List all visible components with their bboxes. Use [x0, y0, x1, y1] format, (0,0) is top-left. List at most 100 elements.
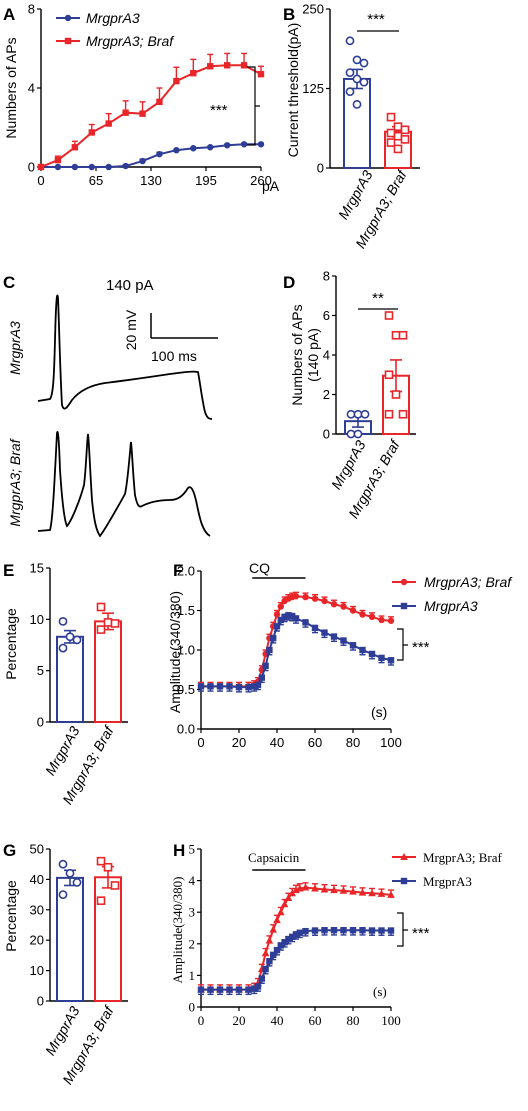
chart-f-legend-marker-2 — [400, 602, 408, 610]
chart-a-point — [71, 144, 79, 151]
chart-f-point — [254, 681, 262, 688]
chart-g-ytick-label: 10 — [30, 963, 44, 978]
chart-a-point — [105, 163, 112, 171]
chart-e-dot — [96, 602, 106, 612]
chart-f-point — [235, 683, 243, 691]
chart-g-dot — [58, 890, 68, 899]
chart-b-ytick-label: 125 — [302, 81, 324, 96]
chart-h-legend-1: MrgprA3; Braf — [423, 850, 503, 865]
chart-f-bracket — [397, 628, 408, 661]
chart-a-xtick-label: 65 — [89, 173, 103, 188]
chart-h-point — [273, 916, 281, 924]
chart-a-point — [257, 70, 265, 78]
trace-panel-c: 140 pA MrgprA3 MrgprA3; Braf 20 mV 100 m… — [7, 277, 218, 538]
chart-h-point — [273, 946, 281, 954]
chart-g-ytick-label: 20 — [30, 933, 44, 948]
chart-d-dot — [398, 409, 408, 419]
chart-f-point — [302, 593, 309, 601]
chart-f-point — [359, 646, 366, 654]
chart-f-point — [359, 611, 366, 618]
chart-b-ytick-label: 0 — [317, 161, 324, 176]
chart-h-point — [266, 957, 273, 965]
chart-a-legend-marker-1 — [64, 14, 72, 22]
chart-b-dot — [393, 144, 403, 154]
panel-label-h: H — [173, 841, 185, 860]
chart-h-point — [320, 885, 329, 893]
chart-a-point — [240, 141, 248, 148]
chart-a-point — [223, 142, 231, 149]
chart-a-xtick-label: 0 — [37, 173, 44, 188]
chart-f-point — [330, 600, 338, 608]
chart-h-point — [296, 884, 304, 892]
chart-b-dot — [400, 135, 410, 144]
chart-a-ylabel: Numbers of APs — [3, 37, 19, 138]
chart-d-dot — [384, 409, 394, 419]
chart-e-dot — [96, 625, 106, 634]
chart-a-point — [257, 141, 265, 148]
scale-voltage-label: 20 mV — [123, 309, 139, 350]
panel-label-f: F — [173, 561, 183, 580]
chart-g-ylabel: Percentage — [3, 880, 19, 952]
chart-f-point — [281, 613, 288, 621]
panel-label-d: D — [283, 273, 295, 292]
chart-h-point — [302, 927, 309, 935]
chart-h-ylabel: Amplitude(340/380) — [170, 877, 185, 984]
chart-a-legend-marker-2 — [64, 37, 72, 45]
scale-time-label: 100 ms — [151, 348, 197, 364]
chart-f-point — [277, 616, 284, 624]
chart-h-point — [387, 927, 395, 934]
chart-g-dot — [96, 896, 106, 905]
chart-f-point — [378, 616, 385, 624]
chart-h-point — [330, 886, 338, 894]
panel-label-c: C — [3, 273, 15, 292]
chart-b-dot — [352, 74, 362, 84]
chart-h-xunit: (s) — [373, 984, 387, 999]
chart-f-point — [302, 619, 309, 626]
panel-label-a: A — [3, 5, 15, 24]
chart-f-xtick-label: 60 — [308, 735, 322, 750]
chart-f-point — [207, 683, 214, 690]
chart-f-ytick-label: 2.0 — [177, 564, 195, 579]
chart-f-ytick-label: 0.5 — [177, 682, 195, 697]
chart-b-ylabel: Current threshold(pA) — [285, 23, 301, 158]
chart-a-sig: *** — [210, 102, 228, 119]
chart-a-ytick-label: 8 — [28, 2, 35, 17]
chart-e-dot — [65, 632, 75, 642]
chart-a-point — [54, 156, 62, 164]
chart-a-point — [207, 144, 214, 151]
chart-f-point — [226, 683, 233, 690]
chart-f: Amplitude(340/380) (s) CQ MrgprA3; Braf … — [167, 560, 513, 750]
chart-h-point — [216, 986, 224, 993]
chart-h-point — [340, 927, 347, 934]
chart-e-ytick-label: 15 — [30, 561, 44, 576]
chart-h-xtick-label: 20 — [233, 1013, 246, 1028]
chart-f-point — [330, 633, 338, 640]
chart-f-xtick-label: 40 — [270, 735, 284, 750]
trace-row-1-label: MrgprA3 — [7, 321, 23, 375]
chart-d-dot — [346, 409, 356, 419]
chart-h-point — [251, 985, 258, 992]
chart-e-dot — [110, 619, 120, 628]
chart-b-dot — [345, 87, 355, 97]
chart-a-point — [240, 62, 248, 69]
chart-e-ylabel: Percentage — [3, 608, 19, 680]
chart-d-ytick-label: 4 — [323, 348, 330, 363]
chart-f-point — [197, 683, 205, 690]
chart-f-point — [245, 683, 252, 691]
chart-e-ytick-label: 10 — [30, 612, 44, 627]
chart-h-point — [377, 889, 386, 897]
chart-h-point — [226, 986, 233, 993]
chart-f-ytick-label: 1.5 — [177, 603, 195, 618]
chart-h-point — [262, 965, 269, 973]
chart-f-point — [321, 597, 328, 605]
chart-a-point — [190, 145, 197, 152]
chart-h-point — [277, 942, 284, 949]
chart-a-legend-2: MrgprA3; Braf — [86, 33, 175, 49]
chart-f-series-line — [201, 595, 392, 688]
chart-g-ytick-label: 0 — [37, 994, 44, 1009]
chart-b-dot — [393, 131, 403, 141]
chart-f-sig: *** — [412, 639, 430, 656]
chart-f-point — [285, 612, 292, 619]
chart-g-bar — [94, 876, 122, 1002]
chart-b-dot — [345, 36, 355, 46]
